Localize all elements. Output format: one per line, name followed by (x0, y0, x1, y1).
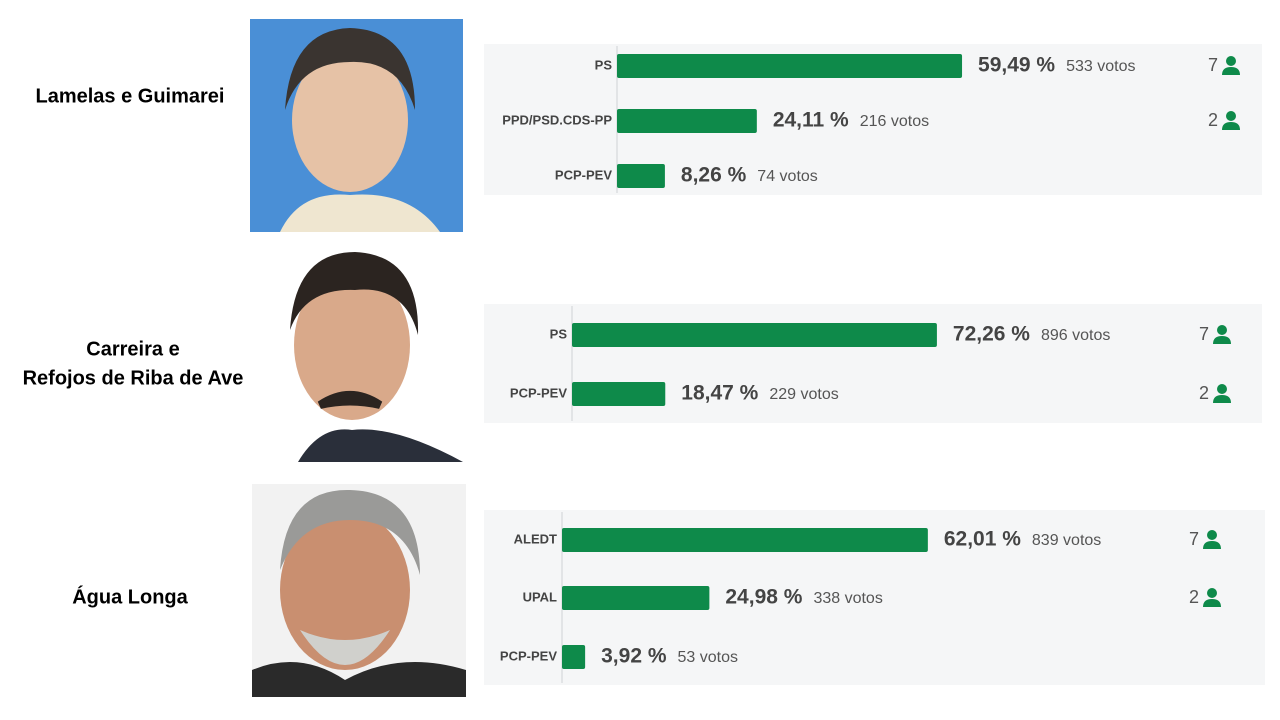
votes-label: 338 votos (813, 590, 882, 607)
votes-label: 839 votos (1032, 532, 1101, 549)
votes-label: 53 votos (678, 649, 738, 666)
person-icon (1217, 325, 1227, 335)
photo (252, 484, 466, 697)
photo (280, 250, 463, 462)
seats-label: 7 (1189, 529, 1199, 549)
party-label: PCP-PEV (510, 385, 567, 400)
seats-label: 2 (1199, 383, 1209, 403)
bar (617, 54, 963, 78)
percent-label: 24,11 % (773, 109, 849, 132)
location-name: Carreira e (86, 338, 179, 360)
party-label: PS (595, 57, 613, 72)
person-icon (1207, 588, 1217, 598)
percent-label: 18,47 % (681, 382, 758, 405)
person-icon (1217, 384, 1227, 394)
person-icon (1226, 111, 1236, 121)
location-name: Lamelas e Guimarei (36, 85, 225, 107)
seats-label: 2 (1189, 587, 1199, 607)
bar (617, 164, 665, 188)
seats-label: 2 (1208, 110, 1218, 130)
votes-label: 216 votos (860, 113, 929, 130)
party-label: PS (550, 326, 568, 341)
percent-label: 59,49 % (978, 54, 1055, 77)
bar (572, 323, 937, 347)
person-icon (1226, 56, 1236, 66)
percent-label: 62,01 % (944, 528, 1021, 551)
bar (562, 528, 928, 552)
percent-label: 8,26 % (681, 164, 747, 187)
location-name: Água Longa (72, 585, 188, 608)
seats-label: 7 (1199, 324, 1209, 344)
votes-label: 74 votos (757, 168, 817, 185)
person-icon (1222, 67, 1240, 75)
votes-label: 533 votos (1066, 58, 1135, 75)
bar (572, 382, 666, 406)
votes-label: 229 votos (769, 386, 838, 403)
location-name: Refojos de Riba de Ave (23, 367, 244, 389)
seats-label: 7 (1208, 55, 1218, 75)
party-label: PCP-PEV (500, 648, 557, 663)
party-label: UPAL (523, 589, 557, 604)
person-icon (1207, 530, 1217, 540)
bar (617, 109, 757, 133)
bar (562, 586, 710, 610)
percent-label: 72,26 % (953, 323, 1030, 346)
party-label: PCP-PEV (555, 167, 612, 182)
person-icon (1203, 541, 1221, 549)
votes-label: 896 votos (1041, 327, 1110, 344)
percent-label: 3,92 % (601, 645, 667, 668)
percent-label: 24,98 % (725, 586, 802, 609)
bar (562, 645, 586, 669)
person-icon (1213, 395, 1231, 403)
party-label: PPD/PSD.CDS-PP (502, 112, 612, 127)
person-icon (1222, 122, 1240, 130)
photo (250, 19, 463, 232)
person-icon (1203, 599, 1221, 607)
person-icon (1213, 336, 1231, 344)
party-label: ALEDT (514, 531, 557, 546)
